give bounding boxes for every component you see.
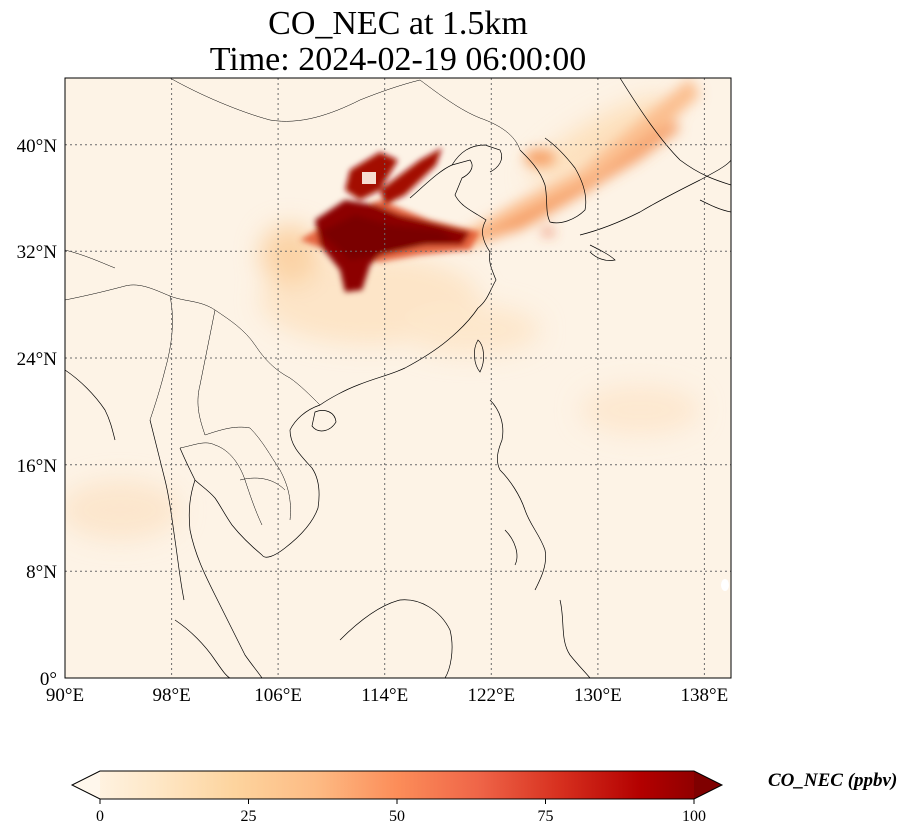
lat-tick-label: 0°	[40, 669, 57, 690]
lat-tick-label: 40°N	[17, 136, 58, 157]
colorbar-tick-label: 100	[682, 808, 706, 825]
colorbar-tick-label: 75	[538, 808, 554, 825]
lon-tick-label: 98°E	[152, 685, 190, 706]
map-frame	[64, 77, 732, 679]
map-time: Time: 2024-02-19 06:00:00	[209, 41, 587, 78]
colorbar-gradient	[72, 771, 722, 799]
colorbar-ticks	[99, 799, 695, 804]
lon-tick-label: 138°E	[681, 685, 729, 706]
lat-tick-label: 24°N	[17, 349, 58, 370]
colorbar-extend-min	[72, 771, 100, 799]
colorbar-extend-max	[694, 771, 722, 799]
lon-tick-label: 130°E	[574, 685, 622, 706]
gridlines	[65, 78, 731, 678]
lon-tick-label: 122°E	[467, 685, 515, 706]
lat-tick-label: 16°N	[17, 456, 58, 477]
diffuse-plume	[65, 96, 700, 540]
lon-tick-label: 90°E	[46, 685, 84, 706]
lat-tick-labels: 0° 8°N 16°N 24°N 32°N 40°N	[17, 136, 58, 690]
map-title: CO_NEC at 1.5km	[268, 5, 528, 42]
colorbar: 0 25 50 75 100	[70, 770, 724, 825]
coastlines	[65, 78, 731, 678]
lon-tick-labels: 90°E 98°E 106°E 114°E 122°E 130°E 138°E	[46, 685, 728, 706]
lon-tick-label: 106°E	[254, 685, 302, 706]
colorbar-tick-label: 25	[241, 808, 257, 825]
colorbar-label: CO_NEC (ppbv)	[768, 770, 898, 791]
core-plume	[300, 148, 480, 292]
colorbar-tick-label: 0	[96, 808, 104, 825]
colorbar-tick-label: 50	[389, 808, 405, 825]
country-borders	[65, 78, 521, 526]
lat-tick-label: 32°N	[17, 242, 58, 263]
concentration-field	[65, 78, 731, 678]
lon-tick-label: 114°E	[361, 685, 408, 706]
lat-tick-label: 8°N	[26, 562, 57, 583]
